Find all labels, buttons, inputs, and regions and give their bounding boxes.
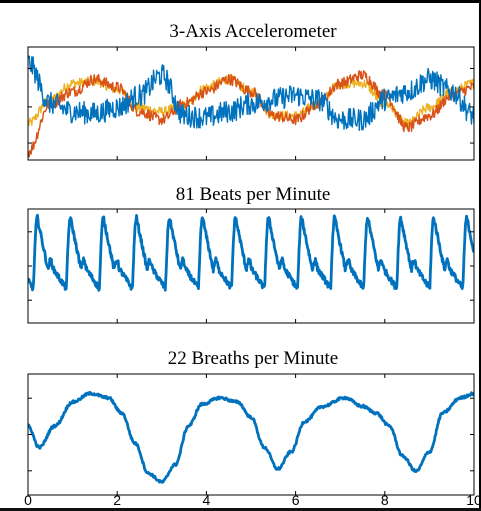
plot-area bbox=[28, 213, 474, 292]
series-line-1 bbox=[28, 213, 474, 292]
plot-area bbox=[28, 55, 474, 158]
figure: 3-Axis Accelerometer 81 Beats per Minute… bbox=[0, 3, 479, 508]
plot-area bbox=[28, 390, 474, 484]
heart-rate-title: 81 Beats per Minute bbox=[176, 184, 331, 205]
accelerometer-title: 3-Axis Accelerometer bbox=[169, 21, 337, 42]
chart-figure: 3-Axis Accelerometer 81 Beats per Minute… bbox=[24, 21, 479, 508]
x-tick-label: 4 bbox=[203, 492, 211, 508]
breathing-title: 22 Breaths per Minute bbox=[168, 348, 338, 369]
x-tick-label: 6 bbox=[292, 492, 300, 508]
axes-box bbox=[27, 46, 475, 161]
breathing-panel: 22 Breaths per Minute 0 2 4 6 8 10 bbox=[24, 348, 479, 508]
x-tick-label: 2 bbox=[113, 492, 121, 508]
series-line-2 bbox=[28, 70, 474, 158]
series-line-1 bbox=[28, 390, 474, 484]
axes-box bbox=[27, 373, 475, 496]
x-tick-label: 0 bbox=[24, 492, 32, 508]
heart-rate-panel: 81 Beats per Minute bbox=[27, 184, 475, 324]
bottom-border bbox=[0, 508, 481, 511]
series-line-3 bbox=[28, 55, 474, 132]
accelerometer-panel: 3-Axis Accelerometer bbox=[27, 21, 475, 161]
x-tick-label: 10 bbox=[466, 492, 479, 508]
x-tick-label: 8 bbox=[381, 492, 389, 508]
